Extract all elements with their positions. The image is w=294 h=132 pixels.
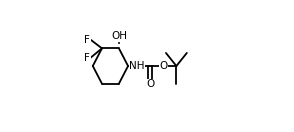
Text: OH: OH: [111, 31, 127, 41]
Polygon shape: [128, 64, 137, 68]
Text: F: F: [84, 53, 90, 63]
Text: NH: NH: [129, 61, 145, 71]
Text: F: F: [84, 35, 90, 45]
Text: O: O: [159, 61, 168, 71]
Text: O: O: [146, 79, 154, 89]
